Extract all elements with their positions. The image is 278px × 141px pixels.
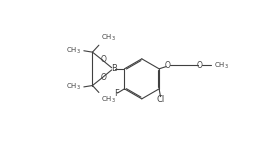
Text: Cl: Cl [157, 95, 165, 104]
Text: O: O [101, 55, 107, 64]
Text: CH$_3$: CH$_3$ [66, 46, 81, 56]
Text: O: O [197, 61, 203, 70]
Text: O: O [165, 61, 171, 70]
Text: B: B [111, 64, 117, 73]
Text: CH$_3$: CH$_3$ [101, 95, 116, 105]
Text: CH$_3$: CH$_3$ [66, 82, 81, 92]
Text: O: O [101, 73, 107, 82]
Text: CH$_3$: CH$_3$ [214, 60, 229, 71]
Text: CH$_3$: CH$_3$ [101, 33, 116, 43]
Text: F: F [114, 89, 118, 98]
